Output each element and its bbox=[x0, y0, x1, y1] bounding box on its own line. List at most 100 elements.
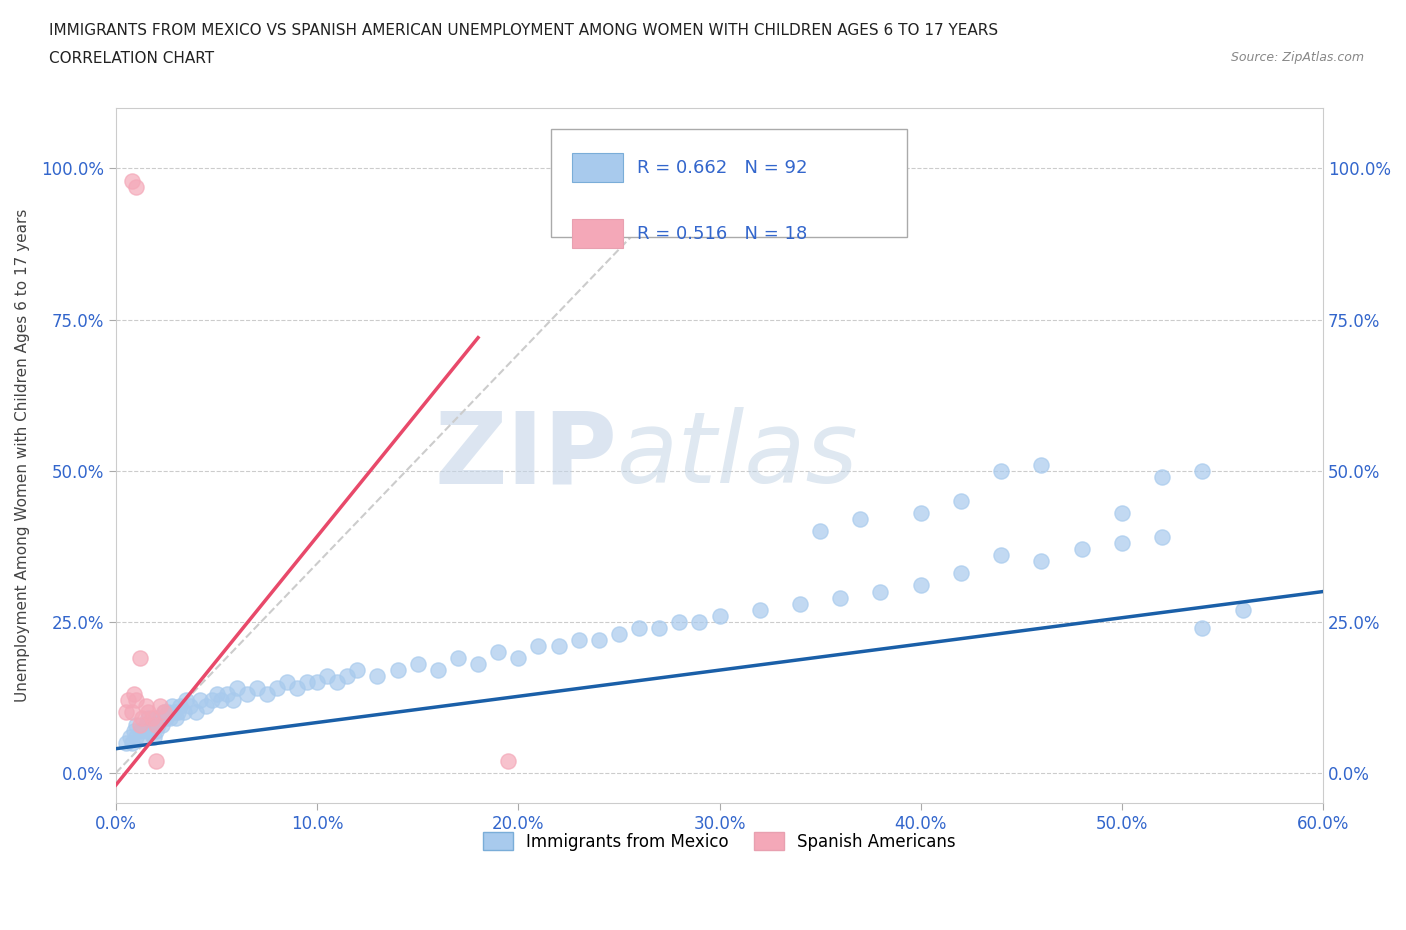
Point bbox=[125, 179, 148, 194]
Point bbox=[276, 675, 298, 690]
Text: CORRELATION CHART: CORRELATION CHART bbox=[49, 51, 214, 66]
Point bbox=[176, 693, 198, 708]
Point bbox=[165, 711, 187, 726]
Point bbox=[808, 524, 831, 538]
Point bbox=[129, 651, 152, 666]
Legend: Immigrants from Mexico, Spanish Americans: Immigrants from Mexico, Spanish American… bbox=[477, 826, 963, 857]
Text: Source: ZipAtlas.com: Source: ZipAtlas.com bbox=[1230, 51, 1364, 64]
Point bbox=[141, 711, 163, 726]
Point bbox=[869, 584, 891, 599]
Point bbox=[496, 753, 519, 768]
Point bbox=[366, 669, 388, 684]
Point bbox=[145, 724, 167, 738]
Point bbox=[1111, 536, 1133, 551]
Point bbox=[153, 705, 176, 720]
FancyBboxPatch shape bbox=[551, 129, 907, 236]
Point bbox=[1152, 530, 1174, 545]
Point bbox=[169, 699, 191, 714]
Point bbox=[167, 705, 190, 720]
Point bbox=[135, 724, 157, 738]
Point bbox=[527, 639, 550, 654]
Point bbox=[157, 705, 180, 720]
Point bbox=[588, 632, 610, 647]
Point bbox=[406, 657, 429, 671]
Point bbox=[125, 729, 148, 744]
Point bbox=[508, 651, 530, 666]
Point bbox=[830, 591, 852, 605]
Point bbox=[125, 717, 148, 732]
Point bbox=[145, 711, 167, 726]
Point bbox=[209, 693, 232, 708]
Point bbox=[789, 596, 811, 611]
Point bbox=[1070, 542, 1092, 557]
Point bbox=[121, 173, 143, 188]
Point bbox=[849, 512, 872, 526]
Point bbox=[949, 494, 972, 509]
Point bbox=[186, 705, 208, 720]
Point bbox=[163, 705, 186, 720]
Point bbox=[225, 681, 247, 696]
Point bbox=[246, 681, 269, 696]
Point bbox=[256, 687, 278, 702]
Point bbox=[118, 729, 141, 744]
Point bbox=[141, 717, 163, 732]
Point bbox=[121, 736, 143, 751]
Point bbox=[173, 705, 195, 720]
Point bbox=[547, 639, 569, 654]
Point bbox=[336, 669, 359, 684]
Point bbox=[131, 711, 153, 726]
Point bbox=[115, 705, 138, 720]
Point bbox=[447, 651, 470, 666]
Point bbox=[709, 608, 731, 623]
Point bbox=[179, 699, 201, 714]
Point bbox=[628, 620, 651, 635]
Point bbox=[346, 663, 368, 678]
Point bbox=[486, 644, 509, 659]
Point bbox=[316, 669, 339, 684]
Point bbox=[1232, 603, 1254, 618]
Point bbox=[467, 657, 489, 671]
Point bbox=[150, 717, 173, 732]
Point bbox=[235, 687, 257, 702]
Point bbox=[129, 717, 152, 732]
Point bbox=[153, 705, 176, 720]
FancyBboxPatch shape bbox=[572, 153, 623, 182]
Point bbox=[990, 548, 1012, 563]
Point bbox=[1031, 554, 1053, 569]
Point bbox=[121, 705, 143, 720]
Point bbox=[143, 729, 166, 744]
Point bbox=[115, 736, 138, 751]
Point bbox=[122, 724, 145, 738]
Point bbox=[307, 675, 329, 690]
Point bbox=[135, 699, 157, 714]
Point bbox=[136, 705, 159, 720]
Point bbox=[149, 699, 172, 714]
Point bbox=[1111, 506, 1133, 521]
Point bbox=[155, 711, 177, 726]
Point bbox=[125, 693, 148, 708]
Point bbox=[648, 620, 671, 635]
Text: ZIP: ZIP bbox=[434, 407, 617, 504]
Point bbox=[568, 632, 591, 647]
Point bbox=[688, 615, 710, 630]
Point bbox=[145, 753, 167, 768]
Point bbox=[215, 687, 238, 702]
Point bbox=[1191, 463, 1213, 478]
Point bbox=[159, 711, 181, 726]
Point bbox=[221, 693, 243, 708]
Point bbox=[949, 566, 972, 581]
Point bbox=[326, 675, 349, 690]
Point bbox=[139, 724, 162, 738]
Point bbox=[149, 711, 172, 726]
Point bbox=[910, 506, 932, 521]
Point bbox=[145, 717, 167, 732]
Point bbox=[205, 687, 228, 702]
Point bbox=[295, 675, 318, 690]
Text: atlas: atlas bbox=[617, 407, 859, 504]
Point bbox=[201, 693, 224, 708]
Text: IMMIGRANTS FROM MEXICO VS SPANISH AMERICAN UNEMPLOYMENT AMONG WOMEN WITH CHILDRE: IMMIGRANTS FROM MEXICO VS SPANISH AMERIC… bbox=[49, 23, 998, 38]
Point bbox=[135, 717, 157, 732]
Text: R = 0.662   N = 92: R = 0.662 N = 92 bbox=[637, 159, 808, 177]
Y-axis label: Unemployment Among Women with Children Ages 6 to 17 years: Unemployment Among Women with Children A… bbox=[15, 209, 30, 702]
FancyBboxPatch shape bbox=[572, 219, 623, 248]
